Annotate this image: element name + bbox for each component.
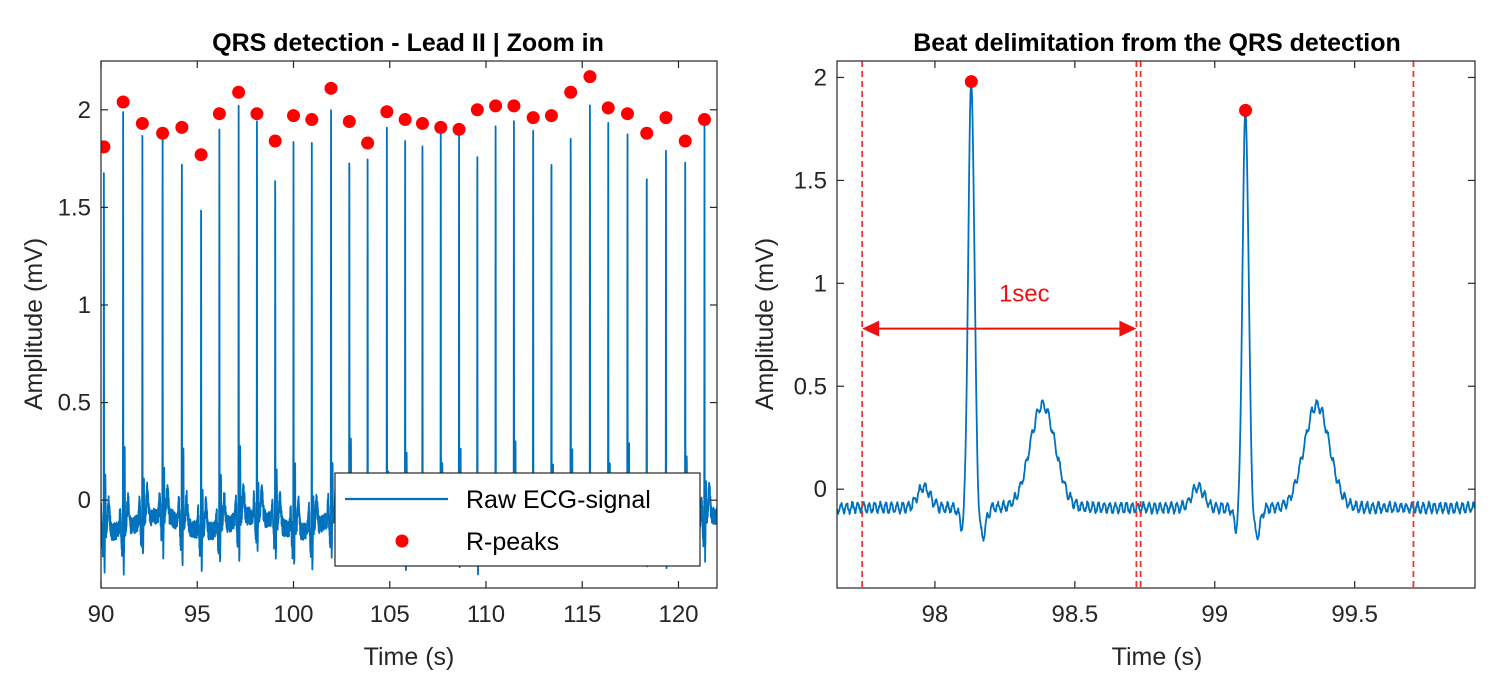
left-r-peak-marker xyxy=(287,109,300,123)
left-r-peak-marker xyxy=(232,85,246,99)
left-r-peak-marker xyxy=(489,99,503,113)
right-y-tick-label: 2 xyxy=(814,64,827,91)
left-r-peak-marker xyxy=(697,113,711,127)
left-x-tick-label: 115 xyxy=(563,601,601,628)
left-r-peak-marker xyxy=(398,113,412,127)
left-r-peak-marker xyxy=(305,113,319,127)
right-x-tick-label: 99 xyxy=(1201,601,1228,628)
left-r-peak-marker xyxy=(434,120,448,134)
right-x-tick-label: 99.5 xyxy=(1331,601,1378,628)
left-r-peak-marker xyxy=(640,126,654,140)
right-x-tick-label: 98.5 xyxy=(1051,601,1098,628)
right-r-peak-marker xyxy=(1239,103,1253,117)
left-r-peak-marker xyxy=(268,134,282,148)
left-r-peak-marker xyxy=(678,134,692,148)
left-r-peak-marker xyxy=(116,95,130,109)
right-chart-panel: Beat delimitation from the QRS detection… xyxy=(751,29,1476,671)
right-x-axis-label: Time (s) xyxy=(1112,643,1203,671)
right-plot-frame xyxy=(836,60,1476,589)
left-r-peak-marker xyxy=(380,105,394,119)
left-r-peak-marker xyxy=(415,116,429,130)
left-y-tick-label: 0 xyxy=(78,487,91,514)
left-r-peak-marker xyxy=(583,70,597,84)
left-y-tick-label: 1.5 xyxy=(58,194,91,221)
left-r-peak-marker xyxy=(452,122,466,136)
left-x-tick-label: 100 xyxy=(273,601,313,628)
left-y-axis-label: Amplitude (mV) xyxy=(20,238,48,410)
left-r-peak-marker xyxy=(601,101,615,115)
right-r-peak-marker xyxy=(964,75,978,89)
left-r-peak-marker xyxy=(544,109,558,123)
legend: Raw ECG-signal R-peaks xyxy=(334,472,701,567)
left-x-tick-label: 110 xyxy=(467,601,505,628)
left-r-peak-marker xyxy=(212,107,226,121)
left-r-peak-marker xyxy=(620,107,634,121)
left-r-peak-marker xyxy=(250,107,264,121)
left-plot-frame xyxy=(100,60,718,589)
left-r-peak-marker xyxy=(507,99,521,113)
duration-arrow-head-left xyxy=(862,320,880,337)
legend-peaks-label: R-peaks xyxy=(466,528,559,556)
left-r-peak-marker xyxy=(135,116,149,130)
duration-arrow-head-right xyxy=(1119,320,1137,337)
left-x-tick-label: 120 xyxy=(658,601,698,628)
right-y-tick-label: 0.5 xyxy=(794,373,827,400)
legend-box xyxy=(334,472,701,567)
left-r-peak-marker xyxy=(175,120,189,134)
right-y-axis-label: Amplitude (mV) xyxy=(751,238,779,410)
left-r-peak-marker xyxy=(526,111,540,125)
left-r-peak-marker xyxy=(156,126,170,140)
left-y-tick-label: 1 xyxy=(78,292,91,319)
left-y-tick-label: 0.5 xyxy=(58,390,91,417)
right-chart-title: Beat delimitation from the QRS detection xyxy=(913,29,1401,57)
left-x-tick-label: 90 xyxy=(88,601,115,628)
left-r-peak-marker xyxy=(324,81,338,95)
left-x-tick-label: 105 xyxy=(370,601,410,628)
right-y-tick-label: 0 xyxy=(814,476,827,503)
right-y-tick-label: 1 xyxy=(814,270,827,297)
legend-signal-label: Raw ECG-signal xyxy=(466,486,651,514)
duration-annotation-label: 1sec xyxy=(999,281,1050,308)
left-r-peak-marker xyxy=(564,85,578,99)
right-x-tick-label: 98 xyxy=(922,601,949,628)
right-y-tick-label: 1.5 xyxy=(794,167,827,194)
left-r-peak-marker xyxy=(361,136,375,150)
legend-peak-swatch xyxy=(395,534,409,548)
left-y-tick-label: 2 xyxy=(78,97,91,124)
left-r-peak-marker xyxy=(342,115,356,129)
left-x-tick-label: 95 xyxy=(184,601,211,628)
right-ecg-signal-line xyxy=(837,79,1475,542)
left-r-peak-marker xyxy=(194,148,208,162)
left-x-axis-label: Time (s) xyxy=(364,643,455,671)
left-r-peak-marker xyxy=(101,140,111,154)
left-r-peak-marker xyxy=(659,111,673,125)
left-chart-title: QRS detection - Lead II | Zoom in xyxy=(212,29,604,57)
left-chart-panel: QRS detection - Lead II | Zoom in 90 95 10… xyxy=(20,29,718,671)
left-r-peak-marker xyxy=(470,103,484,117)
